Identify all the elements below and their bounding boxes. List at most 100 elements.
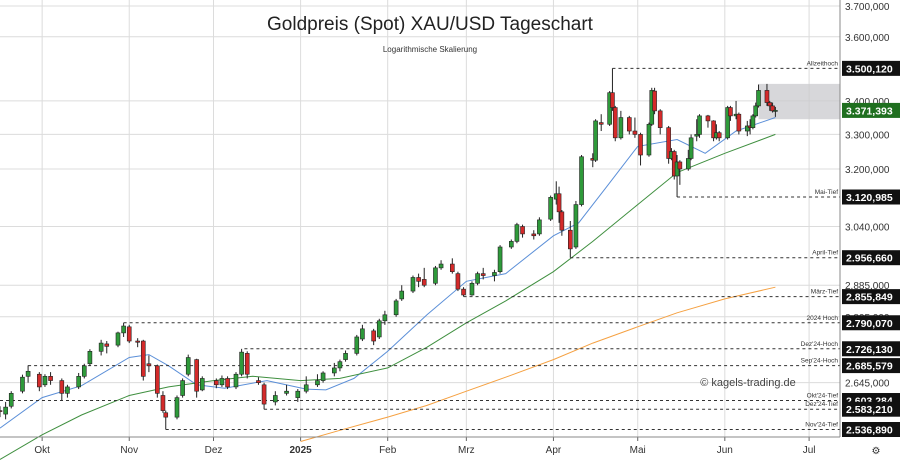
candle-body xyxy=(492,272,497,276)
x-tick-label: Feb xyxy=(379,445,397,456)
candle-body xyxy=(697,115,702,135)
candle-body xyxy=(612,107,618,139)
level-name: 2024 Hoch xyxy=(807,315,839,322)
level-value-label: 3.500,120 xyxy=(846,63,893,75)
candle-body xyxy=(244,353,250,375)
candle-body xyxy=(750,115,756,128)
candle-body xyxy=(199,378,205,391)
candle-body xyxy=(711,120,716,139)
candle-body xyxy=(87,351,93,365)
y-tick-label: 3.300,000 xyxy=(845,130,890,141)
candle-body xyxy=(8,393,14,407)
candle-body xyxy=(219,378,225,386)
candle-body xyxy=(163,412,169,418)
level-name: Mai-Tief xyxy=(815,189,838,196)
candle-body xyxy=(497,246,503,272)
candle-body xyxy=(76,376,81,388)
x-tick-label: Dez xyxy=(205,445,223,456)
candle-body xyxy=(568,229,573,250)
level-value-label: 2.583,210 xyxy=(846,404,893,416)
candle-body xyxy=(371,330,376,342)
level-value-box xyxy=(842,289,900,305)
candle-body xyxy=(25,370,31,377)
candle-body xyxy=(140,340,146,377)
x-tick-label: 2025 xyxy=(289,445,312,456)
candle-body xyxy=(393,300,399,316)
candle-body xyxy=(126,326,132,342)
level-value-label: 2.536,890 xyxy=(846,425,893,437)
candle-body xyxy=(416,277,421,282)
candle-body xyxy=(180,380,185,396)
candle-body xyxy=(573,204,579,248)
level-name: Okt'24-Tief xyxy=(807,393,839,400)
candle-body xyxy=(256,380,261,383)
candle-body xyxy=(48,376,53,381)
candle-body xyxy=(677,161,683,170)
candle-body xyxy=(610,92,615,108)
candle-body xyxy=(337,361,343,369)
current-price-label: 3.371,393 xyxy=(846,105,893,117)
level-name: März-Tief xyxy=(811,289,838,296)
level-name: Allzeithoch xyxy=(807,60,839,67)
candle-body xyxy=(607,92,612,125)
y-tick-label: 2.645,000 xyxy=(845,379,890,390)
candle-body xyxy=(433,267,438,284)
candle-body xyxy=(736,113,742,132)
candle-body xyxy=(480,273,486,276)
candle-body xyxy=(764,90,770,103)
candle-body xyxy=(770,105,775,112)
y-tick-label: 3.040,000 xyxy=(845,223,890,234)
level-value-label: 2.790,070 xyxy=(846,318,893,330)
x-tick-label: Okt xyxy=(34,445,50,456)
candle-body xyxy=(461,288,466,296)
candle-body xyxy=(475,273,480,284)
level-name: April-Tief xyxy=(812,250,838,257)
resistance-zone xyxy=(758,83,840,120)
candle-body xyxy=(410,277,416,292)
candle-body xyxy=(756,90,761,107)
candle-body xyxy=(295,390,301,398)
y-tick-label: 2.885,000 xyxy=(845,281,890,292)
candle-body xyxy=(382,314,388,322)
x-tick-label: Mrz xyxy=(458,445,475,456)
chart-subtitle: Logarithmische Skalierung xyxy=(383,45,477,54)
candle-body xyxy=(20,376,25,392)
candle-body xyxy=(115,332,121,346)
candle-body xyxy=(705,115,711,122)
candle-body xyxy=(514,224,520,242)
level-value-box xyxy=(842,60,900,76)
level-name: Sep'24-Hoch xyxy=(801,358,839,365)
candle-body xyxy=(225,378,230,388)
settings-gear-icon[interactable]: ⚙ xyxy=(872,446,881,457)
candle-body xyxy=(354,336,360,354)
candle-body xyxy=(214,380,219,386)
candle-body xyxy=(728,107,733,117)
candle-body xyxy=(618,117,624,139)
candle-body xyxy=(626,117,632,132)
candle-body xyxy=(121,325,126,334)
candle-body xyxy=(284,390,289,394)
y-tick-label: 3.700,000 xyxy=(845,2,890,13)
candle-body xyxy=(42,376,48,386)
candle-body xyxy=(638,134,643,156)
candle-body xyxy=(767,102,773,107)
x-tick-label: Nov xyxy=(120,445,138,456)
ma-50-line xyxy=(0,133,776,460)
candle-body xyxy=(303,384,309,392)
level-value-label: 2.726,130 xyxy=(846,344,893,356)
level-name: Nov'24-Tief xyxy=(805,422,838,429)
candle-body xyxy=(0,410,3,412)
candle-body xyxy=(98,342,104,352)
level-value-box xyxy=(842,315,900,331)
x-tick-label: Apr xyxy=(546,445,562,456)
level-value-box xyxy=(842,189,900,205)
candle-body xyxy=(593,120,598,161)
candle-body xyxy=(598,122,604,125)
candle-body xyxy=(537,219,542,235)
y-tick-label: 3.200,000 xyxy=(845,165,890,176)
candle-body xyxy=(65,386,70,394)
candle-body xyxy=(155,365,160,394)
current-price-box xyxy=(842,102,900,118)
